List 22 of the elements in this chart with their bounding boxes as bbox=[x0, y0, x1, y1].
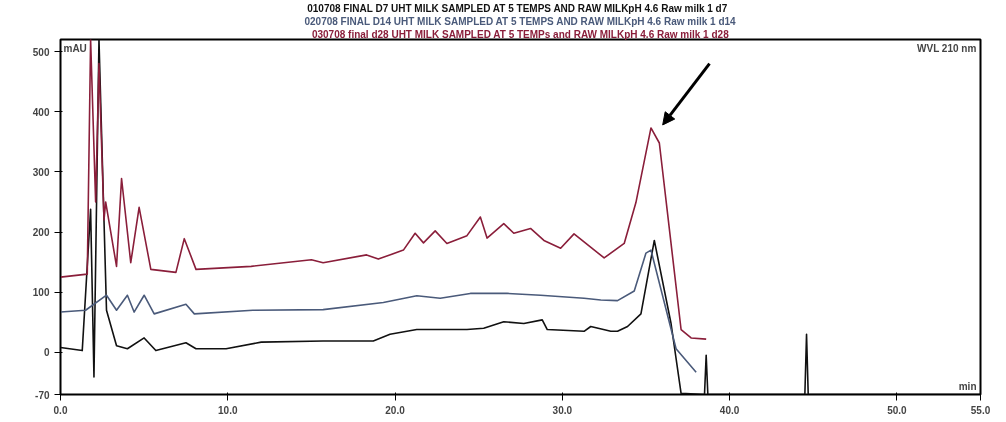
line-series bbox=[60, 249, 697, 374]
x-tick-label: 40.0 bbox=[719, 404, 740, 416]
y-tick-label: 0 bbox=[43, 347, 50, 359]
x-tick-label: 50.0 bbox=[887, 404, 908, 416]
x-tick-label: 20.0 bbox=[385, 404, 406, 416]
annotation: WVL 210 nm bbox=[917, 42, 977, 54]
text: 030708 final d28 UHT MILK SAMPLED AT 5 TEMPs and RAW MILKpH 4.6 Raw milk 1 d28 bbox=[311, 28, 730, 40]
line-series bbox=[60, 39, 707, 340]
x-tick-label: 10.0 bbox=[218, 404, 238, 416]
y-axis-title: mAU bbox=[63, 42, 87, 54]
text: 010708 FINAL D7 UHT MILK SAMPLED AT 5 TEMPS AND RAW MILKpH 4.6 Raw milk 1 d7 bbox=[307, 2, 728, 14]
y-tick-label: 400 bbox=[32, 106, 50, 118]
x-tick-label: 55.0 bbox=[970, 404, 991, 416]
y-tick-label: 100 bbox=[32, 287, 50, 299]
y-tick-label: -70 bbox=[35, 389, 50, 401]
y-tick-label: 200 bbox=[32, 227, 50, 239]
x-tick-label: 0.0 bbox=[53, 404, 68, 416]
x-tick-label: 30.0 bbox=[552, 404, 573, 416]
x-axis-title: min bbox=[958, 380, 977, 392]
y-tick-label: 300 bbox=[32, 166, 50, 178]
text: 020708 FINAL D14 UHT MILK SAMPLED AT 5 TEMPS AND RAW MILKpH 4.6 Raw milk 1 d14 bbox=[304, 15, 737, 27]
y-tick-label: 500 bbox=[32, 46, 50, 58]
